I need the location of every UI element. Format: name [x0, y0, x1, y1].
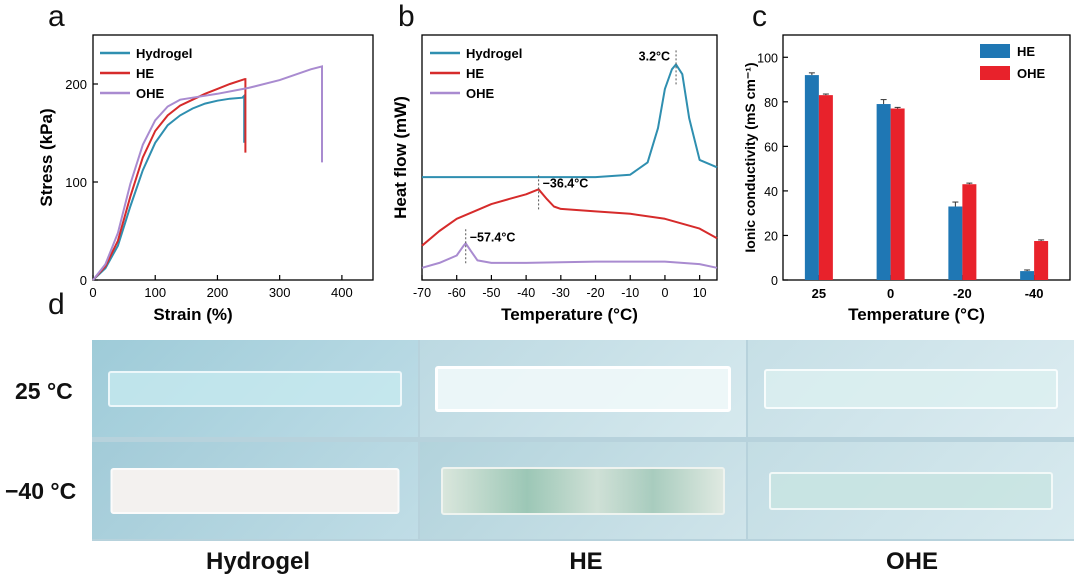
plot-frame	[92, 34, 374, 281]
panel-label-d: d	[48, 288, 65, 321]
x-axis-label: Temperature (°C)	[501, 305, 638, 324]
x-tick-label: 0	[661, 286, 668, 300]
legend-label-he: HE	[1017, 44, 1035, 59]
y-tick-label: 0	[771, 274, 778, 288]
legend-label-ohe: OHE	[136, 86, 165, 101]
y-axis-label: Ionic conductivity (mS cm⁻¹)	[742, 62, 758, 252]
bar-he	[804, 75, 819, 280]
y-axis-label: Stress (kPa)	[37, 108, 56, 206]
y-tick-label: 40	[764, 185, 778, 199]
x-tick-label: 25	[812, 286, 826, 301]
stress-strain-chart: 0 100 200 300 400 0 100 200 Strain (%) Stress (kP…	[37, 34, 374, 324]
peak-annotation: −57.4°C	[470, 230, 516, 244]
x-tick-label: 400	[331, 285, 353, 300]
photo-ohe-25	[748, 340, 1074, 437]
series-line-ohe	[421, 242, 718, 269]
bar-ohe	[818, 95, 833, 281]
x-tick-label: -10	[621, 286, 639, 300]
legend-label-ohe: OHE	[466, 86, 495, 101]
x-tick-label: -50	[482, 286, 500, 300]
x-tick-label: -70	[413, 286, 431, 300]
bar-ohe	[962, 184, 977, 280]
x-tick-label: 0	[89, 285, 96, 300]
x-tick-label: 0	[887, 286, 894, 301]
bar-he	[1020, 271, 1035, 280]
plot-frame	[421, 34, 718, 281]
y-tick-label: 100	[65, 175, 87, 190]
photo-he-25	[420, 340, 746, 437]
panel-label-a: a	[48, 0, 65, 33]
panel-label-c: c	[752, 0, 767, 33]
plot-frame	[782, 34, 1071, 281]
series-line-he	[92, 78, 247, 281]
x-axis-label: Strain (%)	[153, 305, 232, 324]
x-tick-label: -60	[448, 286, 466, 300]
peak-annotation: 3.2°C	[639, 49, 670, 63]
ionic-conductivity-chart: 0 20 40 60 80 100 25 0 -20 -40 HE OHE Temperature (°…	[742, 34, 1071, 324]
col-label-ohe: OHE	[885, 548, 938, 575]
legend-label-hydrogel: Hydrogel	[466, 46, 522, 61]
legend-swatch-he	[980, 44, 1010, 58]
row-label-neg40c: −40 °C	[5, 478, 77, 504]
x-tick-label: 10	[693, 286, 707, 300]
x-tick-label: -20	[953, 286, 972, 301]
y-tick-label: 80	[764, 96, 778, 110]
legend-label-he: HE	[136, 66, 154, 81]
bar-ohe	[1034, 241, 1049, 280]
x-axis-label: Temperature (°C)	[848, 305, 985, 324]
peak-annotation: −36.4°C	[543, 176, 589, 190]
y-tick-label: 0	[80, 273, 87, 288]
x-tick-label: -40	[517, 286, 535, 300]
row-label-25c: 25 °C	[15, 378, 73, 404]
col-label-hydrogel: Hydrogel	[205, 548, 310, 575]
y-tick-label: 200	[65, 77, 87, 92]
heat-flow-chart: -70 -60 -50 -40 -30 -20 -10 0 10 Temperature (°C)…	[391, 34, 718, 324]
legend-label-he: HE	[466, 66, 484, 81]
y-axis-label: Heat flow (mW)	[391, 96, 410, 219]
x-tick-label: -20	[586, 286, 604, 300]
legend-label-ohe: OHE	[1017, 66, 1046, 81]
series-line-ohe	[92, 65, 323, 281]
series-line-hydrogel	[422, 63, 718, 179]
series-line-he	[421, 188, 718, 247]
sample-photo-grid	[92, 340, 1074, 541]
bar-he	[948, 206, 963, 280]
y-tick-label: 20	[764, 229, 778, 243]
photo-hydrogel-25	[92, 340, 418, 437]
x-tick-label: -40	[1025, 286, 1044, 301]
legend-swatch-ohe	[980, 66, 1010, 80]
photo-hydrogel-neg40	[92, 442, 418, 539]
bar-ohe	[890, 108, 905, 280]
photo-he-neg40	[420, 442, 746, 539]
x-tick-label: 100	[144, 285, 166, 300]
legend-label-hydrogel: Hydrogel	[136, 46, 192, 61]
y-tick-label: 60	[764, 140, 778, 154]
panel-label-b: b	[398, 0, 415, 33]
col-label-he: HE	[569, 548, 603, 575]
photo-ohe-neg40	[748, 442, 1074, 539]
x-tick-label: -30	[552, 286, 570, 300]
series-line-hydrogel	[92, 93, 246, 281]
x-tick-label: 300	[269, 285, 291, 300]
bar-he	[876, 104, 891, 280]
y-tick-label: 100	[757, 51, 778, 65]
x-tick-label: 200	[207, 285, 229, 300]
